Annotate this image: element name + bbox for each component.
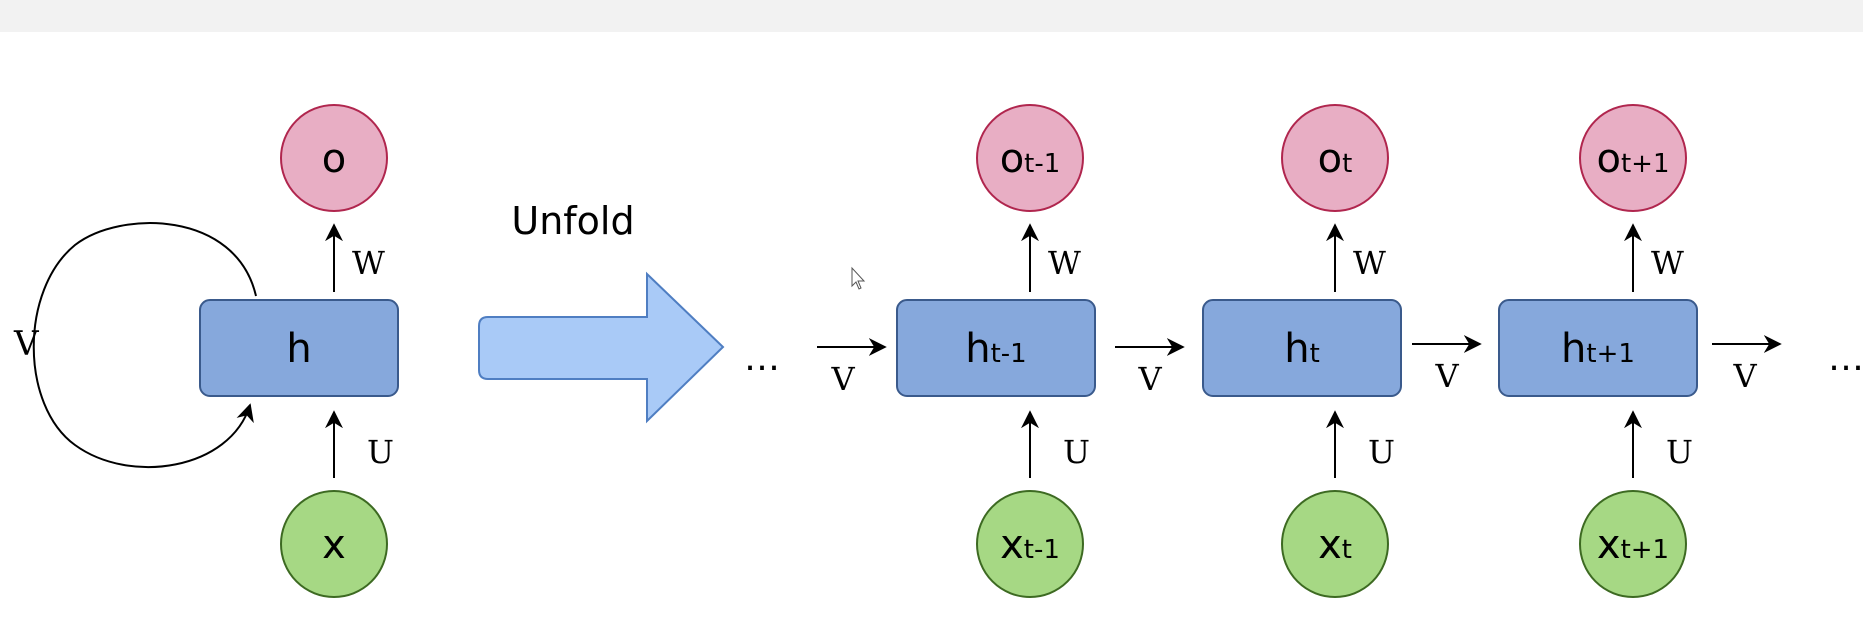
- v-label-out: V: [1732, 357, 1757, 395]
- hidden-node-label: h: [286, 326, 311, 372]
- output-sub-t-1: t-1: [1024, 149, 1060, 179]
- w-label-t-1: W: [1048, 244, 1081, 282]
- unfold-label: Unfold: [511, 199, 634, 243]
- step-t: ot W ht U xt: [1202, 104, 1402, 598]
- hidden-node-h-t: [1202, 299, 1402, 397]
- top-bar: [0, 0, 1863, 32]
- hidden-node-h-t+1: [1498, 299, 1698, 397]
- output-node-o-t-1: [976, 104, 1084, 212]
- v-label-t-1-to-t: V: [1137, 360, 1162, 398]
- output-base-t+1: o: [1596, 136, 1620, 182]
- input-label-t-1: xt-1: [1000, 522, 1060, 568]
- input-sub-t: t: [1342, 535, 1352, 565]
- output-node-o-t: [1281, 104, 1389, 212]
- input-base-t-1: x: [1000, 522, 1024, 568]
- folded-rnn: V o W h U x: [13, 104, 399, 598]
- mouse-cursor-icon: [851, 266, 866, 290]
- hidden-label-t-1: ht-1: [965, 326, 1026, 372]
- folded-u-label: U: [367, 433, 394, 471]
- u-label-t-1: U: [1063, 433, 1090, 471]
- output-base-t: o: [1318, 136, 1342, 182]
- hidden-sub-t+1: t+1: [1586, 339, 1635, 369]
- input-node-x-t: [1281, 490, 1389, 598]
- input-sub-t-1: t-1: [1024, 535, 1060, 565]
- output-label-t+1: ot+1: [1596, 136, 1669, 182]
- output-label-t: ot: [1318, 136, 1353, 182]
- unfold-arrow-icon: [478, 271, 725, 424]
- input-node-x: [280, 490, 388, 598]
- output-sub-t: t: [1342, 149, 1352, 179]
- leading-ellipsis: …: [744, 338, 780, 379]
- w-label-t: W: [1353, 244, 1386, 282]
- input-node-x-t-1: [976, 490, 1084, 598]
- output-base-t-1: o: [1000, 136, 1024, 182]
- hidden-base-t: h: [1284, 326, 1309, 372]
- hidden-sub-t-1: t-1: [991, 339, 1027, 369]
- step-t-minus-1: ot-1 W ht-1 U xt-1: [896, 104, 1096, 598]
- output-label-t-1: ot-1: [1000, 136, 1061, 182]
- hidden-label-t+1: ht+1: [1561, 326, 1635, 372]
- hidden-base-t+1: h: [1561, 326, 1586, 372]
- input-sub-t+1: t+1: [1621, 535, 1670, 565]
- folded-v-label: V: [13, 324, 40, 364]
- hidden-node-h: [199, 299, 399, 397]
- folded-w-label: W: [352, 244, 385, 282]
- u-label-t+1: U: [1666, 433, 1693, 471]
- v-label-t-to-t+1: V: [1434, 357, 1459, 395]
- input-label-t: xt: [1318, 522, 1352, 568]
- output-node-label: o: [322, 136, 346, 182]
- v-label-in: V: [830, 360, 855, 398]
- output-node-o-t+1: [1579, 104, 1687, 212]
- hidden-node-h-t-1: [896, 299, 1096, 397]
- hidden-base-t-1: h: [965, 326, 990, 372]
- recurrent-loop: [32, 222, 257, 469]
- input-node-label: x: [322, 522, 346, 568]
- input-base-t+1: x: [1597, 522, 1621, 568]
- output-node-o: [280, 104, 388, 212]
- input-base-t: x: [1318, 522, 1342, 568]
- u-label-t: U: [1368, 433, 1395, 471]
- w-label-t+1: W: [1651, 244, 1684, 282]
- hidden-label-t: ht: [1284, 326, 1320, 372]
- step-t-plus-1: ot+1 W ht+1 U xt+1: [1498, 104, 1698, 598]
- trailing-ellipsis: …: [1828, 338, 1863, 379]
- hidden-sub-t: t: [1310, 339, 1320, 369]
- unfold-transition: Unfold: [478, 199, 725, 424]
- output-sub-t+1: t+1: [1621, 149, 1670, 179]
- input-label-t+1: xt+1: [1597, 522, 1669, 568]
- input-node-x-t+1: [1579, 490, 1687, 598]
